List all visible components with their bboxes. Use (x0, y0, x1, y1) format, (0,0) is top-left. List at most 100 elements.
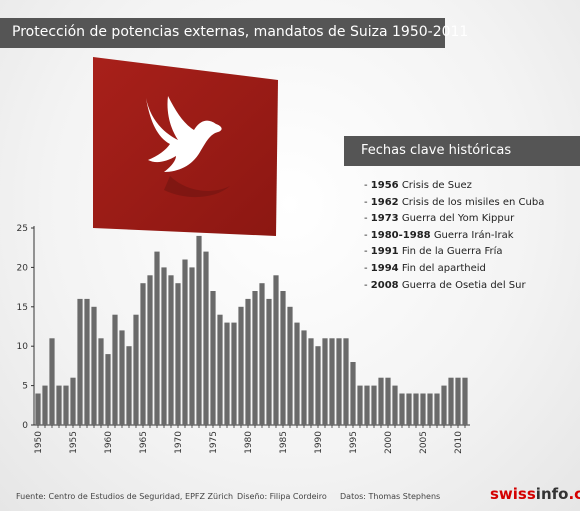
bar (294, 322, 300, 425)
event-item: - 1991 Fin de la Guerra Fría (364, 246, 503, 258)
bar (336, 338, 342, 425)
bar (42, 385, 48, 425)
y-tick-label: 5 (22, 382, 28, 392)
x-tick-label: 1965 (139, 431, 149, 454)
bar (434, 393, 440, 425)
bar (70, 377, 76, 425)
event-item: - 1980-1988 Guerra Irán-Irak (364, 229, 514, 241)
bar (385, 377, 391, 425)
bar (112, 314, 118, 425)
bar (98, 338, 104, 425)
bar (399, 393, 405, 425)
event-item: - 1973 Guerra del Yom Kippur (364, 213, 515, 225)
bar (168, 275, 174, 425)
bar (245, 298, 251, 425)
footer-source: Fuente: Centro de Estudios de Seguridad,… (16, 492, 234, 501)
bar (154, 251, 160, 425)
bar (252, 291, 258, 425)
y-tick-label: 10 (17, 342, 29, 352)
x-tick-label: 1970 (174, 431, 184, 454)
bar (308, 338, 314, 425)
bar (91, 306, 97, 425)
bar (392, 385, 398, 425)
x-tick-label: 2005 (419, 431, 429, 454)
event-years: 1991 (370, 246, 399, 258)
x-tick-label: 2000 (384, 431, 394, 454)
bar (455, 377, 461, 425)
event-years: 1962 (370, 196, 399, 208)
bar (280, 291, 286, 425)
event-years: 1980-1988 (370, 229, 431, 241)
x-tick-label: 1960 (104, 431, 114, 454)
title-bar: Protección de potencias externas, mandat… (0, 18, 468, 48)
events-list: - 1956 Crisis de Suez - 1962 Crisis de l… (364, 178, 544, 294)
bar (350, 362, 356, 425)
bar (364, 385, 370, 425)
bar (49, 338, 55, 425)
event-years: 2008 (370, 279, 399, 291)
events-title: Fechas clave históricas (361, 143, 512, 158)
bar (77, 298, 83, 425)
bar (273, 275, 279, 425)
x-tick-label: 1995 (349, 431, 359, 454)
bar (203, 251, 209, 425)
bar (371, 385, 377, 425)
bar (315, 346, 321, 425)
x-tick-label: 1980 (244, 431, 254, 454)
chart-title: Protección de potencias externas, mandat… (12, 24, 469, 40)
y-tick-label: 25 (17, 224, 28, 234)
x-tick-label: 1990 (314, 431, 324, 454)
bar (175, 283, 181, 425)
bar (63, 385, 69, 425)
bar (182, 259, 188, 425)
event-years: 1956 (370, 180, 399, 191)
bar (329, 338, 335, 425)
event-years: 1973 (370, 213, 399, 225)
bar (147, 275, 153, 425)
bar (357, 385, 363, 425)
bar (119, 330, 125, 425)
event-text: Fin del apartheid (401, 262, 486, 274)
x-tick-label: 1985 (279, 431, 289, 454)
event-text: Fin de la Guerra Fría (401, 246, 503, 258)
bar (427, 393, 433, 425)
y-tick-label: 0 (22, 421, 28, 431)
x-tick-label: 1950 (34, 431, 44, 454)
bar (322, 338, 328, 425)
logo-part-swiss: swiss (490, 485, 536, 503)
event-text: Guerra Irán-Irak (433, 229, 514, 241)
events-header-bar: Fechas clave históricas (344, 136, 580, 166)
event-text: Crisis de Suez (401, 180, 472, 191)
bar (231, 322, 237, 425)
bar (210, 291, 216, 425)
bar (224, 322, 230, 425)
bar (105, 354, 111, 425)
bar (266, 298, 272, 425)
event-item: - 1956 Crisis de Suez (364, 180, 472, 191)
bar (420, 393, 426, 425)
x-tick-label: 1975 (209, 431, 219, 454)
bar (35, 393, 41, 425)
event-text: Crisis de los misiles en Cuba (401, 196, 545, 208)
x-tick-label: 2010 (454, 431, 464, 454)
swissinfo-logo: swissinfo.ch (490, 485, 580, 503)
bar (259, 283, 265, 425)
y-tick-label: 20 (17, 263, 29, 273)
x-tick-label: 1955 (69, 431, 79, 454)
bar (378, 377, 384, 425)
bar (406, 393, 412, 425)
bar (133, 314, 139, 425)
dove-icon (146, 96, 230, 198)
bar (413, 393, 419, 425)
bar (287, 306, 293, 425)
footer-design: Diseño: Filipa Cordeiro (237, 492, 327, 501)
bar (189, 267, 195, 425)
event-item: - 2008 Guerra de Osetia del Sur (364, 279, 526, 291)
bar (448, 377, 454, 425)
bar (126, 346, 132, 425)
bar (238, 306, 244, 425)
bar (343, 338, 349, 425)
bar (441, 385, 447, 425)
